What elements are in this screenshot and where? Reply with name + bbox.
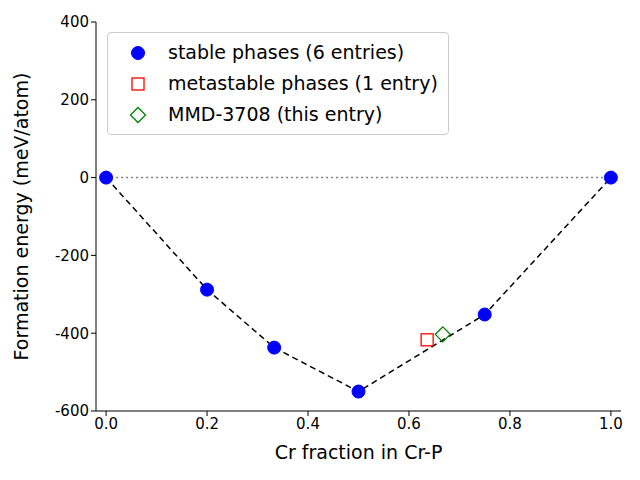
svg-text:-400: -400 <box>55 325 89 343</box>
svg-text:Cr fraction in Cr-P: Cr fraction in Cr-P <box>275 441 443 463</box>
svg-text:0.6: 0.6 <box>397 415 421 433</box>
html-text:MMD-3708 (this entry): MMD-3708 (this entry) <box>168 103 383 125</box>
svg-text:0.2: 0.2 <box>195 415 219 433</box>
svg-text:400: 400 <box>60 13 89 31</box>
svg-text:-200: -200 <box>55 247 89 265</box>
svg-text:1.0: 1.0 <box>599 415 623 433</box>
svg-text:-600: -600 <box>55 402 89 420</box>
svg-text:0.0: 0.0 <box>94 415 118 433</box>
html-text:stable phases (6 entries): stable phases (6 entries) <box>168 41 405 63</box>
svg-text:0.8: 0.8 <box>498 415 522 433</box>
svg-text:Formation energy (meV/atom): Formation energy (meV/atom) <box>10 73 32 361</box>
svg-text:200: 200 <box>60 91 89 109</box>
svg-text:0: 0 <box>79 169 89 187</box>
svg-text:0.4: 0.4 <box>296 415 320 433</box>
html-text:metastable phases (1 entry): metastable phases (1 entry) <box>168 72 438 94</box>
